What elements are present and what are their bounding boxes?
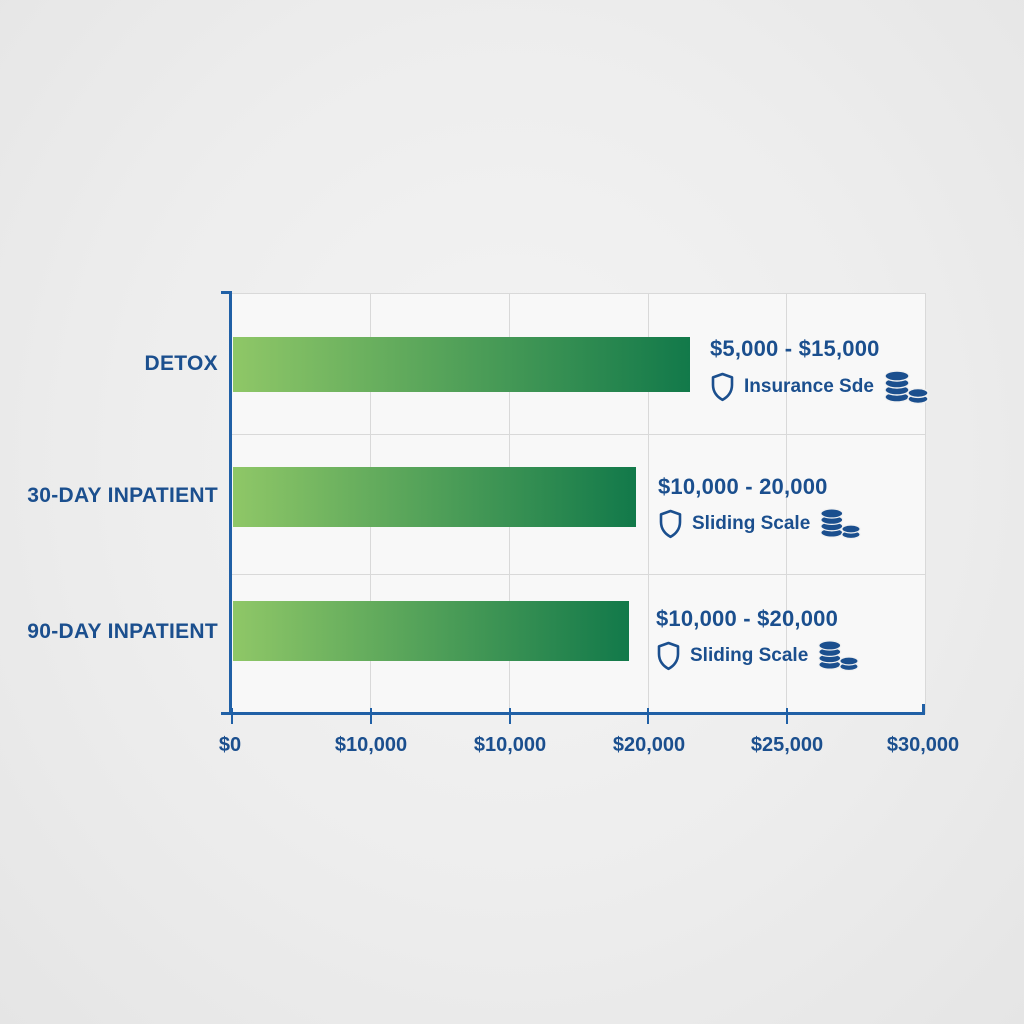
payment-note-label: Insurance Sde: [744, 376, 874, 397]
annotation-detox: $5,000 - $15,000 Insurance Sde: [710, 336, 929, 405]
x-tick-label: $30,000: [886, 734, 960, 756]
horizontal-gridline: [232, 434, 925, 435]
annotation-90-day-inpatient: $10,000 - $20,000 Sliding Scale: [656, 606, 859, 672]
x-tick-label: $10,000: [334, 734, 408, 756]
bar-30-day-inpatient: [233, 467, 636, 527]
annotation-30-day-inpatient: $10,000 - 20,000 Sliding Scale: [658, 474, 861, 540]
coin-stacks-icon: [883, 369, 929, 405]
coin-stacks-icon: [817, 639, 859, 672]
bar-90-day-inpatient: [233, 601, 629, 661]
y-axis-top-cap: [221, 291, 232, 294]
payment-note-label: Sliding Scale: [692, 512, 811, 534]
coin-stacks-icon: [819, 507, 861, 540]
x-axis-tick: [647, 708, 649, 724]
vertical-gridline: [648, 294, 649, 714]
x-axis-right-cap: [922, 704, 925, 713]
y-axis-line: [229, 291, 232, 715]
bar-detox: [233, 337, 691, 392]
shield-icon: [656, 641, 681, 671]
cost-range-label: $5,000 - $15,000: [710, 336, 880, 361]
vertical-gridline: [786, 294, 787, 714]
x-axis-tick: [509, 708, 511, 724]
cost-range-label: $10,000 - $20,000: [656, 606, 838, 631]
x-axis-tick: [786, 708, 788, 724]
x-axis-tick: [231, 708, 233, 724]
x-axis-tick: [370, 708, 372, 724]
category-label-90-day-inpatient: 90-DAY INPATIENT: [27, 620, 218, 643]
x-tick-label: $0: [218, 734, 242, 756]
x-axis-line: [221, 712, 925, 715]
x-tick-label: $20,000: [612, 734, 686, 756]
category-label-30-day-inpatient: 30-DAY INPATIENT: [27, 484, 218, 507]
cost-range-label: $10,000 - 20,000: [658, 474, 828, 499]
payment-note-label: Sliding Scale: [690, 644, 809, 666]
shield-icon: [710, 372, 735, 402]
horizontal-gridline: [232, 574, 925, 575]
x-tick-label: $10,000: [473, 734, 547, 756]
x-tick-label: $25,000: [750, 734, 824, 756]
shield-icon: [658, 509, 683, 539]
chart-plot-area: [232, 293, 926, 714]
category-label-detox: DETOX: [144, 352, 218, 375]
